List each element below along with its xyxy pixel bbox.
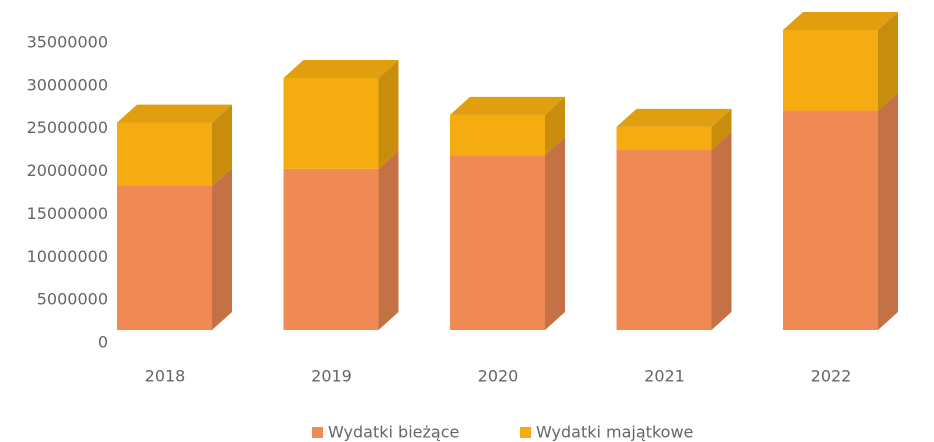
bar-top (283, 60, 399, 78)
y-tick-label: 0 (98, 333, 108, 352)
bar-top (450, 96, 565, 115)
y-tick-label: 5000000 (37, 290, 108, 309)
bar (783, 92, 898, 330)
x-tick-label: 2022 (811, 367, 852, 386)
bar (117, 168, 232, 330)
y-tick-label: 20000000 (27, 161, 108, 180)
legend-label: Wydatki bieżące (328, 423, 459, 442)
bar-front (450, 155, 545, 330)
bar-front (783, 110, 878, 330)
bar-front (450, 114, 545, 156)
bar-top (783, 12, 898, 30)
x-tick-label: 2019 (311, 367, 352, 386)
x-tick-label: 2020 (478, 367, 519, 386)
bar-side (212, 168, 232, 330)
bar-side (545, 96, 565, 156)
legend-label: Wydatki majątkowe (536, 423, 693, 442)
y-tick-label: 10000000 (27, 247, 108, 266)
bar-side (878, 12, 898, 111)
bar-top (616, 108, 732, 127)
bar-front (283, 168, 379, 330)
bar-side (878, 92, 898, 330)
bar (117, 104, 232, 186)
y-tick-label: 35000000 (27, 33, 108, 52)
x-tick-label: 2018 (145, 367, 186, 386)
bar-side (212, 104, 232, 186)
y-tick-label: 30000000 (27, 75, 108, 94)
bar-side (711, 108, 732, 150)
legend-swatch (520, 427, 531, 438)
y-tick-label: 15000000 (27, 204, 108, 223)
bar-front (117, 186, 212, 330)
legend-swatch (312, 427, 323, 438)
bar-front (283, 78, 379, 169)
bar-front (783, 30, 878, 111)
bar-front (117, 122, 212, 186)
x-tick-label: 2021 (644, 367, 685, 386)
bar-front (616, 150, 712, 330)
bar (616, 132, 732, 330)
bar (450, 137, 565, 330)
bar-side (711, 132, 732, 330)
bar-front (616, 126, 712, 150)
bar-side (545, 137, 565, 330)
bar (450, 96, 565, 156)
bar-side (378, 150, 399, 330)
bar-side (378, 60, 399, 169)
bar (616, 108, 732, 150)
y-tick-label: 25000000 (27, 118, 108, 137)
bar (783, 12, 898, 111)
bar (283, 60, 399, 169)
bar (283, 150, 399, 330)
bar-top (117, 104, 232, 123)
